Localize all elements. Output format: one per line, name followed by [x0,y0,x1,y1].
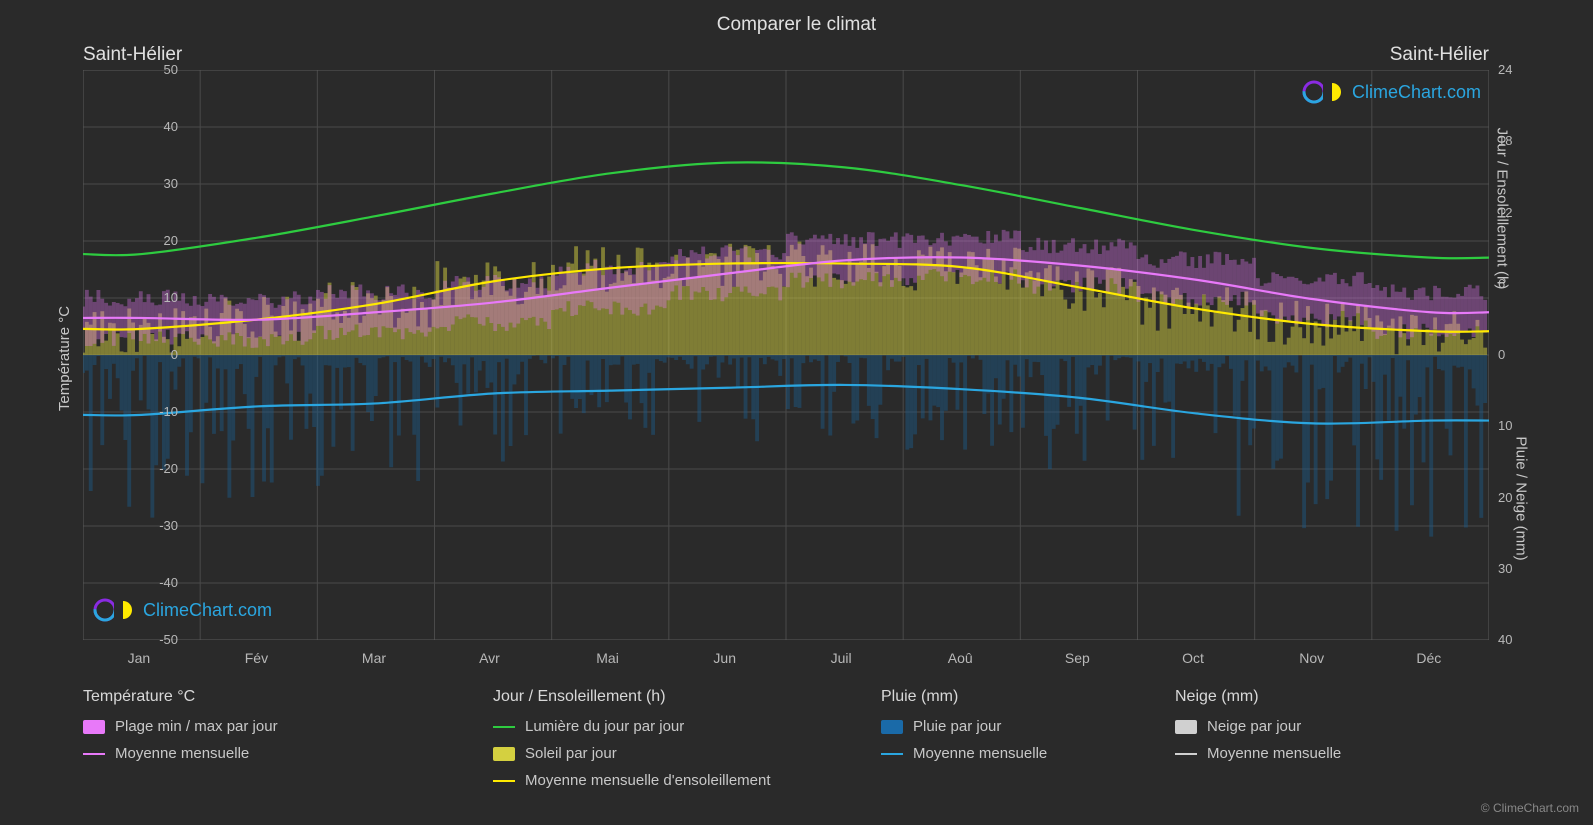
watermark-top: ClimeChart.com [1302,80,1481,104]
y-tick-left: -30 [159,518,178,533]
legend-swatch [493,780,515,782]
chart-title: Comparer le climat [0,0,1593,36]
legend-label: Soleil par jour [525,745,617,762]
legend-item: Neige par jour [1175,718,1341,735]
y-tick-right: 24 [1498,62,1512,77]
legend-snow: Neige (mm) Neige par jour Moyenne mensuel… [1175,688,1341,762]
legend-temp: Température °C Plage min / max par jour M… [83,688,278,762]
y-tick-right: 10 [1498,418,1512,433]
legend-label: Moyenne mensuelle [913,745,1047,762]
legend-swatch [881,753,903,755]
plot-area [83,70,1489,640]
y-tick-left: 0 [171,347,178,362]
y-tick-left: -20 [159,461,178,476]
y-tick-left: 20 [164,233,178,248]
legend-item: Pluie par jour [881,718,1047,735]
y-tick-left: 10 [164,290,178,305]
legend-rain-header: Pluie (mm) [881,688,1047,706]
legend-rain: Pluie (mm) Pluie par jour Moyenne mensuel… [881,688,1047,762]
y-tick-left: -40 [159,575,178,590]
y-tick-left: -10 [159,404,178,419]
climechart-logo-icon [1302,80,1346,104]
x-tick: Aoû [948,650,973,666]
y-axis-right-bottom-label: Pluie / Neige (mm) [1512,436,1529,560]
legend-label: Pluie par jour [913,718,1001,735]
x-tick: Juil [831,650,852,666]
watermark-bottom: ClimeChart.com [93,598,272,622]
y-tick-right: 6 [1498,276,1505,291]
legend-swatch [1175,720,1197,734]
legend-swatch [493,726,515,728]
x-tick: Sep [1065,650,1090,666]
legend-swatch [1175,753,1197,755]
legend-item: Moyenne mensuelle [881,745,1047,762]
x-tick: Fév [245,650,268,666]
y-tick-left: 40 [164,119,178,134]
legend-temp-header: Température °C [83,688,278,706]
legend-label: Moyenne mensuelle [1207,745,1341,762]
x-tick: Mar [362,650,386,666]
legend-daylight: Jour / Ensoleillement (h) Lumière du jou… [493,688,771,789]
legend-item: Moyenne mensuelle [1175,745,1341,762]
x-tick: Jan [128,650,151,666]
x-tick: Mai [596,650,619,666]
x-tick: Avr [479,650,500,666]
legend-swatch [493,747,515,761]
legend-snow-header: Neige (mm) [1175,688,1341,706]
climechart-logo-icon [93,598,137,622]
x-tick: Jun [713,650,736,666]
y-tick-left: -50 [159,632,178,647]
y-tick-left: 50 [164,62,178,77]
legend-swatch [881,720,903,734]
legend-item: Lumière du jour par jour [493,718,771,735]
legend-swatch [83,720,105,734]
legend-daylight-header: Jour / Ensoleillement (h) [493,688,771,706]
y-tick-right: 0 [1498,347,1505,362]
legend-label: Moyenne mensuelle [115,745,249,762]
legend-item: Moyenne mensuelle d'ensoleillement [493,772,771,789]
y-tick-right: 30 [1498,561,1512,576]
x-tick: Nov [1299,650,1324,666]
y-tick-right: 40 [1498,632,1512,647]
y-axis-left-label: Température °C [56,306,73,411]
legend-item: Plage min / max par jour [83,718,278,735]
y-tick-right: 12 [1498,205,1512,220]
legend-label: Lumière du jour par jour [525,718,684,735]
legend-label: Plage min / max par jour [115,718,278,735]
watermark-text: ClimeChart.com [1352,82,1481,103]
x-tick: Oct [1182,650,1204,666]
y-tick-right: 18 [1498,133,1512,148]
y-tick-right: 20 [1498,490,1512,505]
location-right: Saint-Hélier [1390,44,1489,66]
x-tick: Déc [1416,650,1441,666]
legend-item: Moyenne mensuelle [83,745,278,762]
watermark-text: ClimeChart.com [143,600,272,621]
legend-item: Soleil par jour [493,745,771,762]
y-tick-left: 30 [164,176,178,191]
legend-label: Neige par jour [1207,718,1301,735]
legend-label: Moyenne mensuelle d'ensoleillement [525,772,771,789]
legend-swatch [83,753,105,755]
copyright: © ClimeChart.com [1481,801,1579,815]
